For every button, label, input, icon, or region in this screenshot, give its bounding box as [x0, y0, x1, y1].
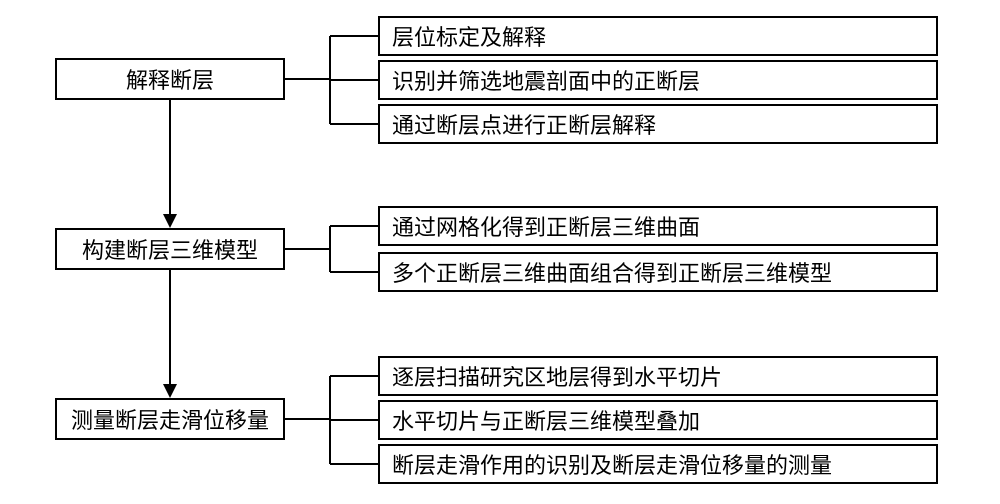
sub-box-3-2-label: 水平切片与正断层三维模型叠加	[392, 404, 700, 436]
sub-box-3-3-label: 断层走滑作用的识别及断层走滑位移量的测量	[392, 448, 832, 480]
arrow-2-head	[163, 384, 177, 398]
sub-box-3-3: 断层走滑作用的识别及断层走滑位移量的测量	[378, 444, 938, 484]
sub-box-1-1: 层位标定及解释	[378, 16, 938, 56]
sub-box-2-1-label: 通过网格化得到正断层三维曲面	[392, 210, 700, 242]
sub-box-1-2: 识别并筛选地震剖面中的正断层	[378, 60, 938, 100]
sub-box-3-1-label: 逐层扫描研究区地层得到水平切片	[392, 360, 722, 392]
sub-box-1-2-label: 识别并筛选地震剖面中的正断层	[392, 64, 700, 96]
sub-box-1-1-label: 层位标定及解释	[392, 20, 546, 52]
sub-box-2-2-label: 多个正断层三维曲面组合得到正断层三维模型	[392, 256, 832, 288]
sub-box-1-3-label: 通过断层点进行正断层解释	[392, 108, 656, 140]
flowchart-container: 解释断层 构建断层三维模型 测量断层走滑位移量 层位标定及解释 识别并筛选地震剖…	[0, 0, 1000, 504]
sub-box-2-2: 多个正断层三维曲面组合得到正断层三维模型	[378, 252, 938, 292]
sub-box-1-3: 通过断层点进行正断层解释	[378, 104, 938, 144]
arrow-1-head	[163, 214, 177, 228]
sub-box-3-2: 水平切片与正断层三维模型叠加	[378, 400, 938, 440]
main-step-3-label: 测量断层走滑位移量	[71, 403, 269, 435]
sub-box-3-1: 逐层扫描研究区地层得到水平切片	[378, 356, 938, 396]
main-step-2: 构建断层三维模型	[55, 228, 285, 270]
main-step-3: 测量断层走滑位移量	[55, 398, 285, 440]
main-step-2-label: 构建断层三维模型	[82, 233, 258, 265]
main-step-1: 解释断层	[55, 58, 285, 100]
sub-box-2-1: 通过网格化得到正断层三维曲面	[378, 206, 938, 246]
main-step-1-label: 解释断层	[126, 63, 214, 95]
